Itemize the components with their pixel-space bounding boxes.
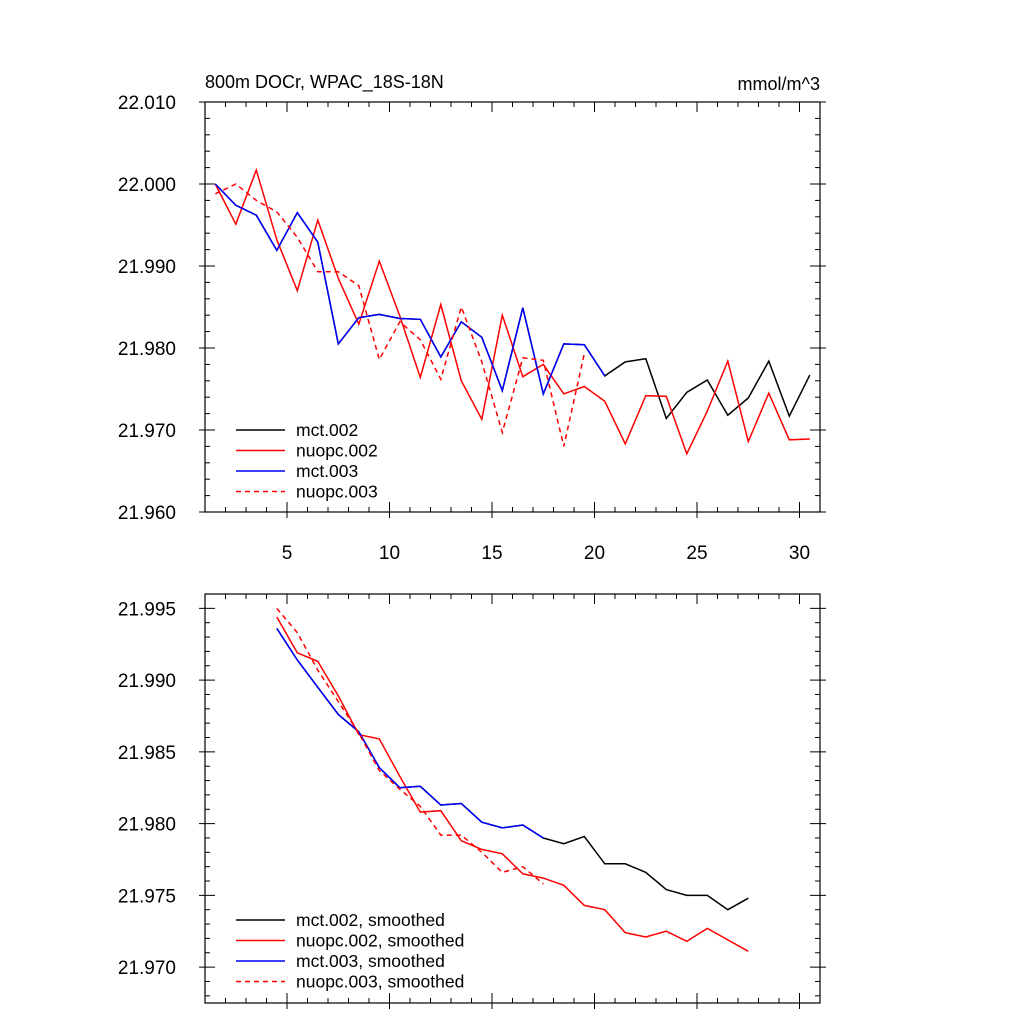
y-tick-label: 21.970: [118, 958, 176, 979]
series-line-mct-003-smoothed: [276, 627, 544, 839]
series-line-nuopc-003-smoothed: [276, 607, 544, 885]
x-tick-label: 15: [481, 543, 502, 564]
y-tick-label: 22.010: [118, 93, 176, 114]
legend-label: nuopc.003, smoothed: [296, 972, 464, 992]
y-tick-label: 21.980: [118, 815, 176, 836]
legend-label: mct.003, smoothed: [296, 951, 445, 971]
series-line-nuopc-002-smoothed: [276, 616, 749, 952]
y-tick-label: 21.980: [118, 339, 176, 360]
series-line-mct-003: [214, 183, 606, 397]
series-line-nuopc-002: [214, 167, 810, 456]
legend-label: mct.002, smoothed: [296, 910, 445, 930]
x-tick-label: 25: [686, 543, 707, 564]
y-tick-label: 21.985: [118, 743, 176, 764]
chart-panel-1: 5 10 15 20 25 30 21.960 21.970 21.980 21.990 22.00…: [118, 72, 826, 564]
units-label: mmol/m^3: [738, 74, 820, 94]
x-tick-label: 20: [584, 543, 605, 564]
x-tick-label: 10: [379, 543, 400, 564]
y-tick-label: 21.990: [118, 257, 176, 278]
legend-label: nuopc.003: [296, 482, 378, 502]
y-tick-label: 21.975: [118, 886, 176, 907]
x-tick-label: 30: [789, 543, 810, 564]
series-line-mct-002-smoothed: [276, 627, 749, 911]
legend-label: nuopc.002: [296, 441, 378, 461]
legend-label: mct.003: [296, 461, 358, 481]
series-line-nuopc-003: [214, 183, 586, 447]
legend-label: mct.002: [296, 420, 358, 440]
y-tick-label: 22.000: [118, 175, 176, 196]
y-tick-label: 21.970: [118, 421, 176, 442]
series-line-mct-002: [214, 183, 811, 421]
chart-panel-2: 21.970 21.975 21.980 21.985 21.990 21.995 mct.…: [118, 593, 826, 1009]
y-tick-label: 21.990: [118, 671, 176, 692]
legend-label: nuopc.002, smoothed: [296, 931, 464, 951]
x-tick-label: 5: [282, 543, 293, 564]
y-tick-label: 21.995: [118, 599, 176, 620]
y-tick-label: 21.960: [118, 503, 176, 524]
chart-title: 800m DOCr, WPAC_18S-18N: [205, 72, 444, 93]
